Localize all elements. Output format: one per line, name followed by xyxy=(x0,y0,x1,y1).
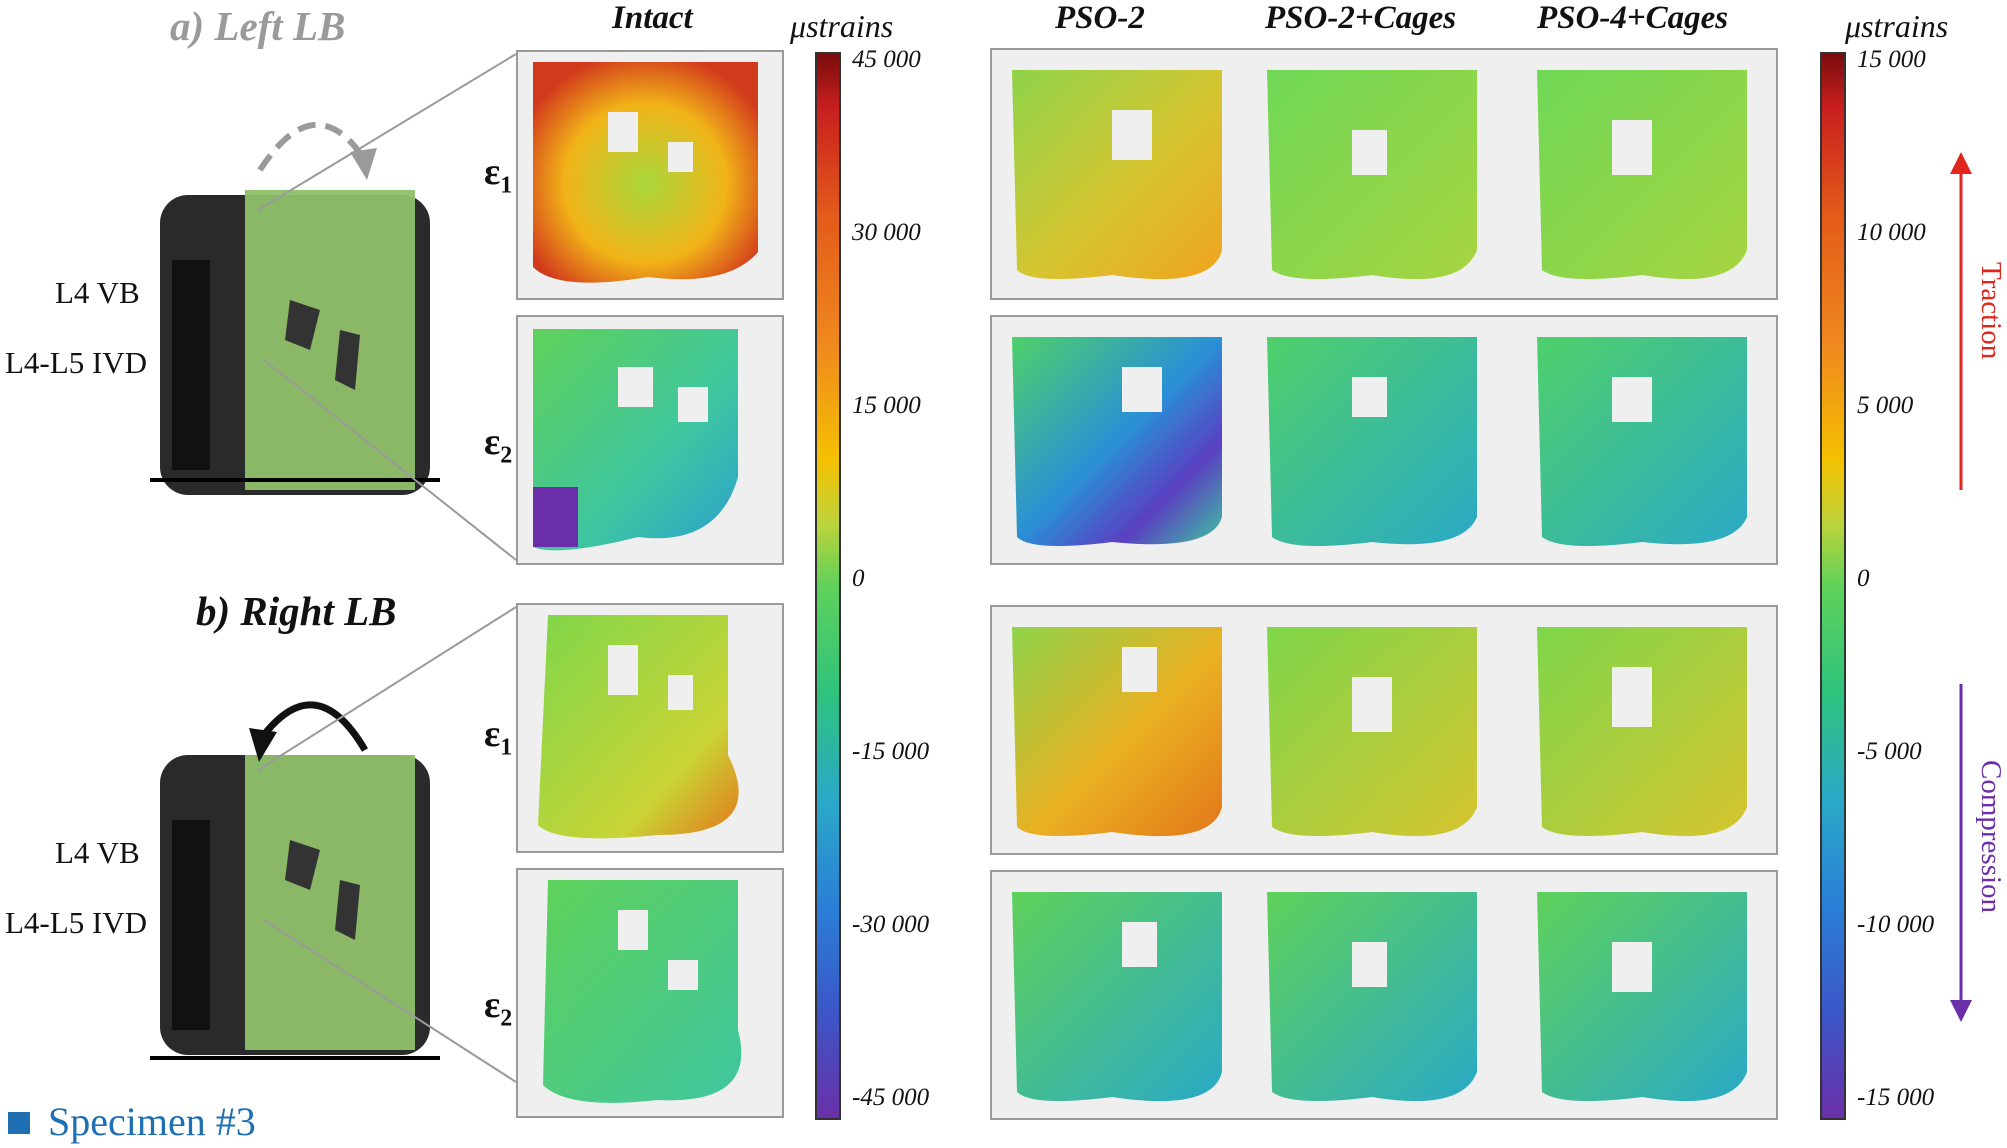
map-pso-right-e1 xyxy=(990,605,1778,855)
traction-arrow xyxy=(1950,152,1972,490)
bending-arrow-left xyxy=(257,121,377,180)
colorbar-intact-tick: 30 000 xyxy=(852,219,921,246)
colorbar-intact-tick: 0 xyxy=(852,565,865,592)
colorbar-pso xyxy=(1820,52,1846,1120)
compression-label: Compression xyxy=(1975,760,2007,914)
colorbar-intact-tick: 45 000 xyxy=(852,46,921,73)
colorbar-pso-tick: -10 000 xyxy=(1857,911,1935,938)
colorbar-pso-tick: -5 000 xyxy=(1857,738,1922,765)
colorbar-pso-tick: -15 000 xyxy=(1857,1084,1935,1111)
colorbar-intact-tick: -30 000 xyxy=(852,911,930,938)
compression-arrow xyxy=(1950,684,1972,1022)
label-l4-l5-ivd-right: L4-L5 IVD xyxy=(5,905,148,940)
label-l4-vb-left: L4 VB xyxy=(55,275,140,310)
map-intact-left-e1 xyxy=(516,50,784,300)
specimen-label: Specimen #3 xyxy=(48,1099,256,1144)
bending-arrow-right xyxy=(249,701,369,762)
map-intact-left-e2 xyxy=(516,315,784,565)
row-label-epsilon1-right: ε1 xyxy=(484,713,513,761)
column-header-pso4-cages: PSO-4+Cages xyxy=(1537,0,1729,36)
row-label-epsilon2-right: ε2 xyxy=(484,984,513,1032)
colorbar-pso-tick: 15 000 xyxy=(1857,46,1926,73)
specimen-photo-left xyxy=(150,190,440,495)
column-header-pso2: PSO-2 xyxy=(1055,0,1145,36)
column-header-pso2-cages: PSO-2+Cages xyxy=(1265,0,1457,36)
specimen-photo-right xyxy=(150,755,440,1060)
dic-area-left xyxy=(245,190,415,490)
colorbar-intact-tick: -45 000 xyxy=(852,1084,930,1111)
map-pso-right-e2 xyxy=(990,870,1778,1120)
colorbar-intact-tick: -15 000 xyxy=(852,738,930,765)
row-label-epsilon1-left: ε1 xyxy=(484,151,513,199)
label-l4-l5-ivd-left: L4-L5 IVD xyxy=(5,345,148,380)
colorbar-pso-tick: 10 000 xyxy=(1857,219,1926,246)
colorbar-intact xyxy=(815,52,841,1120)
section-title-right-lb: b) Right LB xyxy=(196,588,397,634)
specimen-marker-icon xyxy=(8,1112,30,1134)
section-title-left-lb: a) Left LB xyxy=(170,3,346,49)
map-pso-left-e1 xyxy=(990,48,1778,300)
zoom-connectors xyxy=(257,53,517,1083)
column-header-intact: Intact xyxy=(612,0,693,36)
dic-area-right xyxy=(245,755,415,1050)
map-pso-left-e2 xyxy=(990,315,1778,565)
colorbar-pso-tick: 5 000 xyxy=(1857,392,1914,419)
label-l4-vb-right: L4 VB xyxy=(55,835,140,870)
row-label-epsilon2-left: ε2 xyxy=(484,421,513,469)
map-intact-right-e2 xyxy=(516,868,784,1118)
map-intact-right-e1 xyxy=(516,603,784,853)
colorbar-intact-tick: 15 000 xyxy=(852,392,921,419)
colorbar-unit-pso: μstrains xyxy=(1845,8,1949,44)
colorbar-pso-tick: 0 xyxy=(1857,565,1870,592)
traction-label: Traction xyxy=(1975,262,2007,360)
colorbar-unit-intact: μstrains xyxy=(790,8,894,44)
